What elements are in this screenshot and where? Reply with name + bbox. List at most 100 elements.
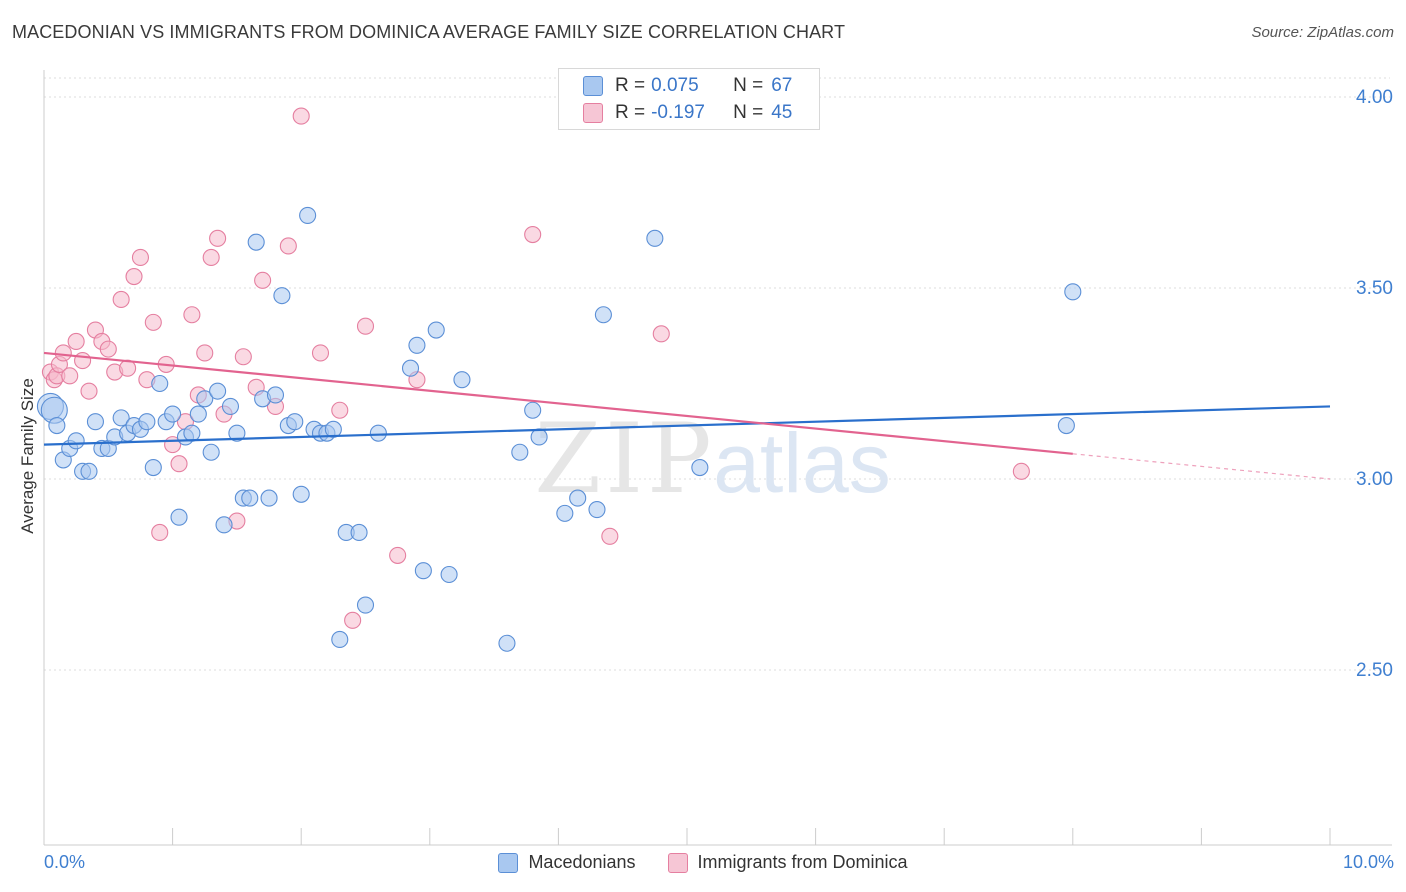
dominica-point — [99, 340, 117, 358]
macedonian-point — [569, 489, 587, 507]
dominica-point — [234, 348, 252, 366]
macedonian-point — [453, 371, 471, 389]
macedonian-point — [86, 413, 104, 431]
dominica-point — [61, 367, 79, 385]
dominica-point — [202, 248, 220, 266]
y-tick-label: 3.50 — [1356, 278, 1393, 299]
macedonian-point — [524, 401, 542, 419]
dominica-point — [356, 317, 375, 335]
trend-lines — [43, 351, 1331, 480]
macedonian-point — [440, 565, 458, 584]
macedonian-point — [511, 443, 529, 461]
legend-swatch-blue — [583, 76, 603, 96]
legend-item-macedonians: Macedonians — [498, 852, 636, 873]
macedonian-point — [427, 321, 445, 339]
macedonian-point — [594, 306, 612, 324]
macedonian-point — [221, 397, 240, 415]
dominica-point — [125, 267, 143, 286]
legend-n-label: N = — [733, 75, 764, 96]
macedonian-point — [498, 634, 516, 652]
macedonian-points — [36, 206, 1082, 652]
macedonian-point — [324, 420, 342, 438]
legend-n-value: 67 — [771, 75, 793, 96]
macedonian-point — [241, 489, 259, 507]
source-label: Source: ZipAtlas.com — [1251, 24, 1394, 41]
dominica-trend-line-extension — [1072, 453, 1331, 480]
dominica-point — [601, 527, 619, 545]
legend-item-dominica: Immigrants from Dominica — [667, 852, 908, 873]
axes — [43, 70, 1392, 846]
legend-n-value: 45 — [771, 102, 793, 123]
macedonian-point — [414, 562, 432, 580]
dominica-point — [209, 229, 227, 247]
dominica-point — [311, 344, 330, 362]
macedonian-point — [530, 428, 548, 446]
dominica-point — [389, 546, 407, 564]
macedonian-point — [1057, 416, 1075, 435]
dominica-point — [131, 248, 149, 266]
dominica-point — [74, 352, 92, 370]
series-legend: Macedonians Immigrants from Dominica — [0, 852, 1406, 873]
macedonian-point — [646, 229, 664, 247]
macedonian-point — [67, 432, 85, 450]
legend-r-label: R = — [615, 75, 646, 96]
chart-title: MACEDONIAN VS IMMIGRANTS FROM DOMINICA A… — [12, 22, 846, 42]
macedonian-point — [266, 386, 285, 404]
legend-row-dominica: R = -0.197 N = 45 — [583, 101, 792, 125]
x-tick-label-max: 10.0% — [1342, 852, 1394, 872]
y-tick-label: 3.00 — [1356, 469, 1393, 490]
legend-r-value: 0.075 — [651, 75, 699, 96]
legend-r-value: -0.197 — [651, 102, 705, 123]
macedonian-point — [691, 458, 709, 477]
dominica-point — [67, 332, 85, 351]
legend-label-dominica: Immigrants from Dominica — [697, 852, 908, 872]
macedonian-point — [247, 233, 265, 251]
dominica-trend-line — [43, 351, 1073, 455]
macedonian-point — [80, 462, 98, 480]
legend-swatch-pink — [667, 852, 688, 873]
macedonian-point — [48, 416, 66, 435]
watermark-atlas: atlas — [713, 416, 890, 510]
y-tick-label: 2.50 — [1356, 660, 1393, 681]
dominica-point — [331, 401, 349, 419]
macedonian-point — [556, 504, 574, 522]
dominica-point — [254, 271, 272, 289]
dominica-point — [292, 107, 310, 125]
legend-label-macedonians: Macedonians — [528, 852, 636, 872]
dominica-point — [80, 382, 98, 400]
macedonian-point — [331, 630, 349, 648]
macedonian-point — [401, 359, 420, 377]
x-tick-label-min: 0.0% — [44, 852, 86, 872]
legend-row-macedonians: R = 0.075 N = 67 — [583, 74, 792, 98]
dominica-point — [344, 611, 362, 629]
watermark-zip: ZIP — [534, 403, 715, 515]
macedonian-point — [299, 206, 317, 224]
macedonian-point — [350, 523, 368, 542]
macedonian-point — [144, 458, 162, 477]
legend-swatch-blue — [498, 852, 519, 873]
dominica-point — [112, 290, 130, 309]
macedonian-point — [151, 374, 169, 393]
macedonian-point — [215, 516, 233, 534]
macedonian-point — [273, 287, 291, 305]
macedonian-point — [196, 390, 214, 408]
y-tick-labels: 2.50 3.00 3.50 4.00 — [1356, 87, 1393, 681]
macedonian-point — [356, 596, 375, 614]
macedonian-point — [138, 413, 156, 431]
dominica-point — [1012, 462, 1030, 480]
dominica-point — [279, 237, 297, 255]
macedonian-point — [209, 382, 227, 400]
watermark: ZIP atlas — [534, 403, 890, 515]
macedonian-point — [164, 405, 182, 423]
dominica-point — [524, 225, 542, 244]
dominica-point — [196, 344, 214, 362]
y-tick-label: 4.00 — [1356, 87, 1393, 108]
legend-swatch-pink — [583, 103, 603, 123]
macedonian-point — [369, 424, 387, 442]
macedonian-point — [202, 443, 220, 461]
macedonian-point — [260, 489, 278, 507]
macedonian-point — [292, 485, 310, 503]
legend-n-label: N = — [733, 102, 764, 123]
dominica-point — [151, 523, 169, 542]
